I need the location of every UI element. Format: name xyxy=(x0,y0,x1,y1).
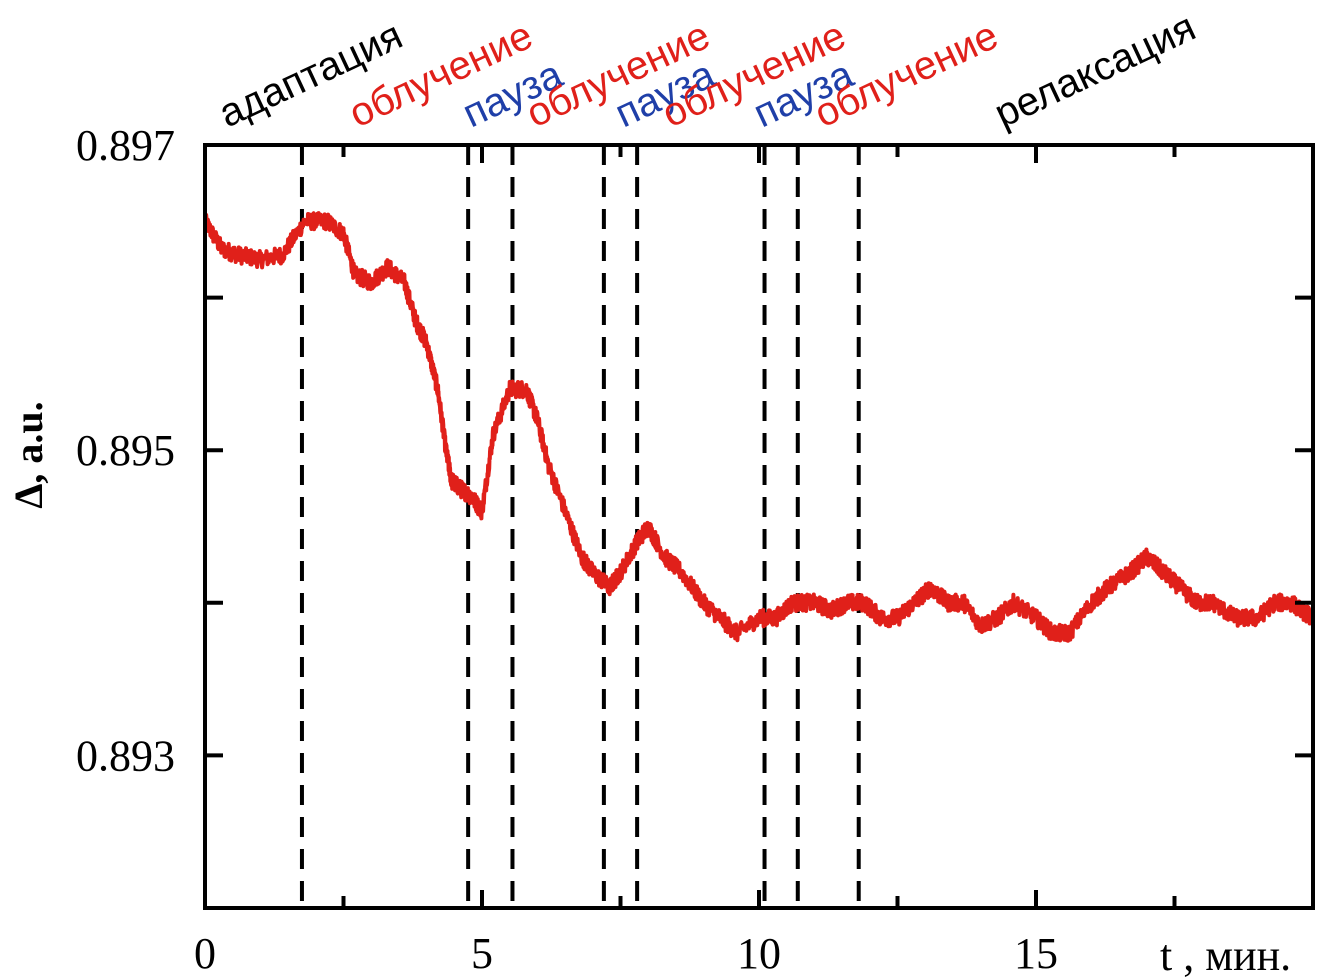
series-line xyxy=(205,213,1313,641)
x-tick-label: 5 xyxy=(471,929,493,978)
x-tick-label: 15 xyxy=(1014,929,1058,978)
phase-label-8: релаксация xyxy=(988,5,1202,136)
y-axis-label: Δ, a.u. xyxy=(6,401,51,508)
y-tick-label: 0.893 xyxy=(76,731,175,780)
phase-labels: адаптацияоблучениепаузаоблучениепаузаобл… xyxy=(212,5,1202,136)
x-tick-label: 0 xyxy=(194,929,216,978)
x-tick-label: 10 xyxy=(737,929,781,978)
y-tick-label: 0.897 xyxy=(76,121,175,170)
phase-boundary-lines xyxy=(302,145,859,908)
x-axis-label: t , мин. xyxy=(1160,931,1291,979)
axis-ticks xyxy=(205,145,1313,908)
plot-frame xyxy=(205,145,1313,908)
y-tick-label: 0.895 xyxy=(76,426,175,475)
